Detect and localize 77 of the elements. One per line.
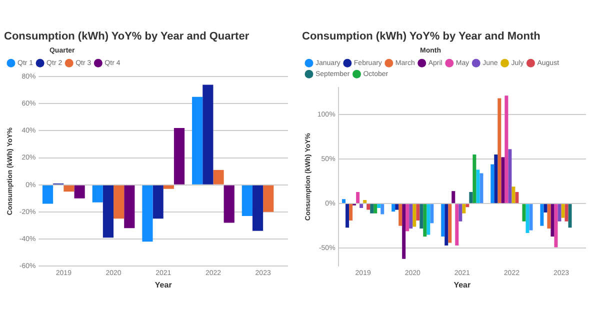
bar: [402, 204, 406, 259]
bar: [346, 204, 350, 228]
bar: [349, 204, 353, 221]
bar: [142, 185, 153, 242]
bar: [476, 170, 480, 204]
chart-title: Consumption (kWh) YoY% by Year and Month: [302, 30, 541, 43]
bar: [448, 204, 452, 243]
bar: [224, 185, 234, 223]
bar: [64, 185, 74, 192]
bar: [163, 185, 174, 189]
bar: [561, 204, 565, 218]
chart-title: Consumption (kWh) YoY% by Year and Quarter: [4, 30, 250, 43]
bar: [522, 204, 526, 222]
bar: [529, 204, 533, 230]
bar: [263, 185, 274, 212]
x-axis-title: Year: [154, 280, 172, 290]
bar: [363, 200, 367, 204]
bar: [152, 185, 164, 219]
bar: [124, 185, 135, 228]
bar: [420, 204, 424, 229]
bar: [444, 204, 448, 246]
bar: [42, 185, 54, 204]
bar: [174, 128, 185, 184]
bar: [412, 204, 416, 227]
bar: [452, 191, 456, 204]
bar: [398, 204, 402, 226]
bar: [430, 204, 434, 224]
bar: [406, 204, 410, 232]
bar: [252, 185, 264, 231]
bar: [416, 204, 420, 221]
bar: [455, 204, 459, 246]
bar: [441, 204, 445, 237]
bar: [242, 185, 252, 216]
bar: [564, 204, 568, 222]
bar: [356, 192, 360, 204]
bar: [392, 204, 396, 212]
bar: [494, 154, 498, 204]
bar: [526, 204, 530, 233]
bar: [462, 204, 466, 214]
bar: [504, 96, 508, 204]
bar: [360, 204, 364, 208]
bar: [490, 164, 494, 204]
bar: [192, 96, 203, 184]
bar: [92, 185, 103, 202]
bar: [370, 204, 374, 214]
bar: [540, 204, 544, 226]
bar: [547, 204, 551, 229]
bar: [544, 204, 548, 212]
bar: [114, 185, 124, 219]
bar: [558, 204, 562, 222]
bar: [213, 170, 224, 184]
bar: [512, 186, 516, 204]
bar: [508, 149, 512, 204]
bar: [466, 204, 470, 208]
bar: [469, 192, 473, 204]
bar: [472, 154, 476, 204]
bar: [342, 199, 346, 204]
bar: [380, 204, 384, 214]
bar: [554, 204, 558, 248]
bar: [515, 192, 519, 204]
bar: [480, 173, 484, 204]
bar: [550, 204, 554, 237]
bar: [202, 84, 214, 184]
bar: [423, 204, 427, 237]
x-axis-title: Year: [454, 280, 471, 290]
bar: [458, 204, 462, 222]
bar: [498, 98, 502, 204]
bar: [102, 185, 114, 238]
bar: [74, 185, 85, 198]
bar: [395, 204, 399, 210]
bar: [568, 204, 572, 228]
bar: [366, 204, 370, 210]
bar: [374, 204, 378, 214]
bar: [409, 204, 413, 229]
bar: [426, 204, 430, 235]
bar: [377, 204, 381, 208]
bar: [501, 157, 505, 204]
